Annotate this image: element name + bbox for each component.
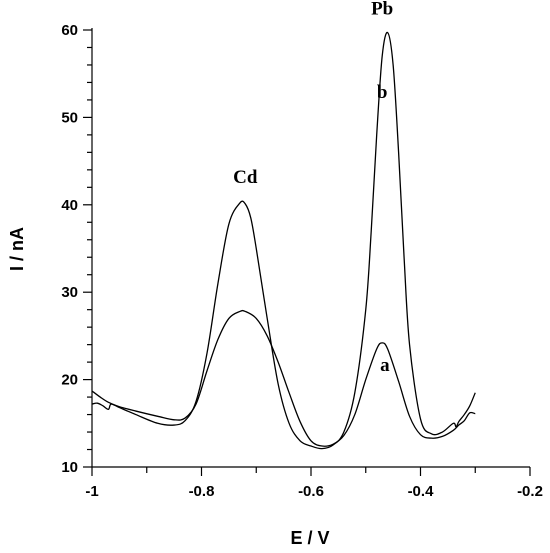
annotation-b: b xyxy=(377,82,388,103)
x-tick-label: -0.4 xyxy=(408,483,435,500)
tick-labels: -1 -0.8 -0.6 -0.4 -0.2 10 20 30 40 50 60 xyxy=(61,22,543,500)
annotation-pb: Pb xyxy=(371,0,393,19)
x-axis-title: E / V xyxy=(290,528,329,548)
y-tick-label: 50 xyxy=(61,109,78,126)
x-tick-label: -1 xyxy=(85,483,98,500)
x-tick-label: -0.2 xyxy=(517,483,543,500)
series-a-line xyxy=(91,309,476,447)
x-tick-label: -0.6 xyxy=(298,483,324,500)
ticks xyxy=(83,29,531,476)
annotations: Cd Pb b a xyxy=(233,0,393,376)
y-tick-label: 60 xyxy=(61,22,78,39)
y-tick-label: 10 xyxy=(61,459,78,476)
x-tick-label: -0.8 xyxy=(189,483,215,500)
curves xyxy=(91,31,476,450)
y-tick-label: 40 xyxy=(61,197,78,214)
annotation-cd: Cd xyxy=(233,167,258,188)
y-axis-title: I / nA xyxy=(7,227,27,271)
y-tick-label: 20 xyxy=(61,372,78,389)
y-tick-label: 30 xyxy=(61,284,78,301)
axes xyxy=(91,28,530,468)
annotation-a: a xyxy=(380,355,390,376)
series-b-line xyxy=(91,31,476,450)
